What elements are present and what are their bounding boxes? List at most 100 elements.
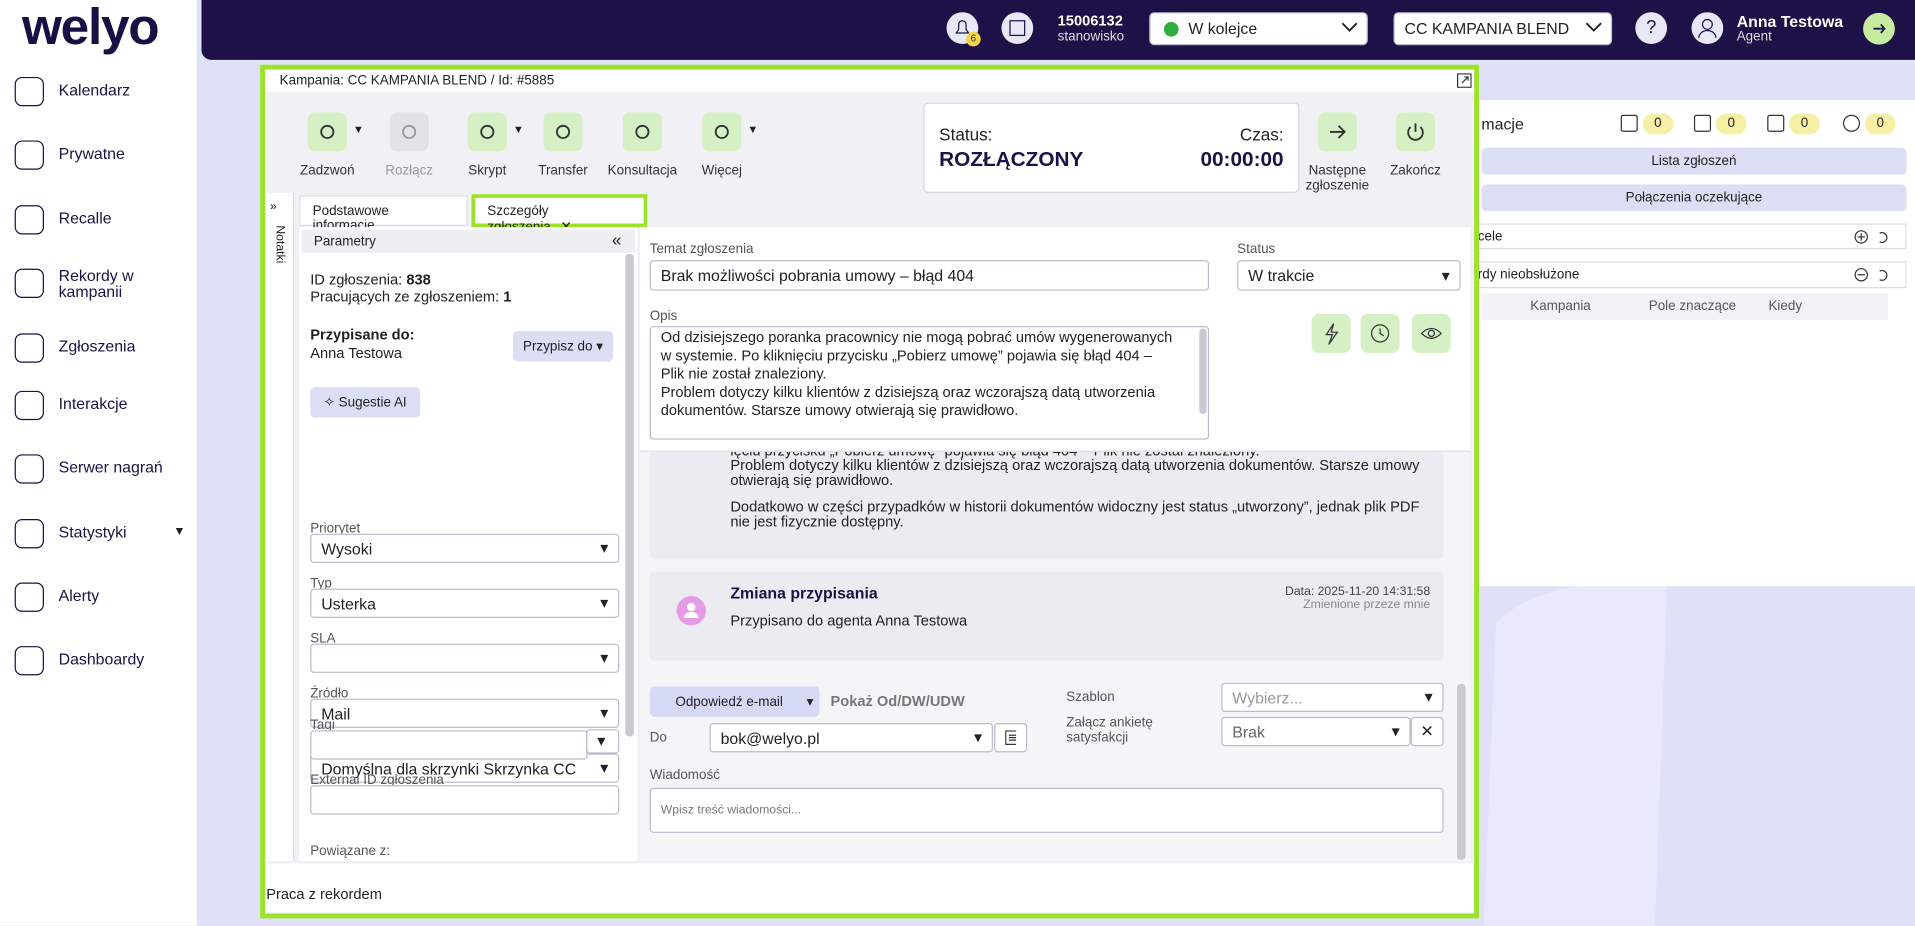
toolbar-caret[interactable]: ▼ xyxy=(512,123,524,136)
message-line: Problem dotyczy kilku klientów z dzisiej… xyxy=(730,456,1420,489)
finish-button[interactable] xyxy=(1395,112,1436,152)
toolbar-button[interactable] xyxy=(543,112,583,152)
ticket-actions[interactable] xyxy=(1310,313,1454,355)
nav-item[interactable]: Zgłoszenia xyxy=(58,337,136,356)
toolbar-button[interactable] xyxy=(467,112,507,152)
nav-item[interactable]: Dashboardy xyxy=(58,649,145,669)
right-panel-title: macje xyxy=(1481,114,1524,134)
event-text: Przypisano do agenta Anna Testowa xyxy=(730,611,968,629)
nav-item[interactable]: Prywatne xyxy=(58,144,125,163)
nav-item[interactable]: Interakcje xyxy=(58,394,128,413)
event-card: Zmiana przypisania Data: 2025-11-20 14:3… xyxy=(649,571,1444,661)
ticket-content: lęciu przycisku „Pobierz umowę” pojawia … xyxy=(639,227,1471,862)
reply-caret[interactable]: ▾ xyxy=(806,694,814,710)
to-select[interactable]: bok@welyo.pl ▾ xyxy=(709,723,993,753)
tab-active[interactable]: Szczegóły zgłoszenia✕ xyxy=(471,194,648,234)
description-input[interactable]: Od dzisiejszego poranka pracownicy nie m… xyxy=(649,326,1210,440)
select-caret: ▾ xyxy=(600,648,609,667)
field-select[interactable]: ▾ xyxy=(310,643,620,673)
nav-icon xyxy=(14,646,44,676)
subject: Brak możliwości pobrania umowy – błąd 40… xyxy=(660,266,975,285)
nav-item[interactable]: Serwer nagrań xyxy=(58,457,163,477)
list-button[interactable]: Lista zgłoszeń xyxy=(1481,147,1907,175)
nav-item[interactable]: Rekordy w kampanii xyxy=(58,266,134,301)
template-select[interactable]: Wybierz... ▾ xyxy=(1221,682,1444,713)
topbar-icons xyxy=(946,12,1034,44)
reply-button[interactable]: Odpowiedź e-mail ▾ xyxy=(649,686,820,717)
message-line: Dodatkowo w części przypadków w historii… xyxy=(730,498,1420,531)
logo: welyo xyxy=(21,0,160,55)
assigned-value: Anna Testowa xyxy=(310,344,403,362)
logout-button[interactable] xyxy=(1862,12,1895,45)
reply-label: Odpowiedź e-mail xyxy=(675,694,783,709)
counter: 0 xyxy=(1642,113,1674,135)
assign-button[interactable]: Przypisz do ▾ xyxy=(512,330,614,362)
table-header xyxy=(1481,293,1889,320)
show-cc[interactable]: Pokaż Od/DW/UDW xyxy=(830,692,965,710)
footer-label: Praca z rekordem xyxy=(266,885,382,903)
tab-close[interactable]: ✕ xyxy=(561,220,572,235)
collapse-params[interactable]: « xyxy=(611,229,622,250)
description: Od dzisiejszego poranka pracownicy nie m… xyxy=(660,328,1173,419)
toolbar-button[interactable] xyxy=(389,112,429,152)
toolbar-caret[interactable]: ▼ xyxy=(747,123,759,136)
counter: 0 xyxy=(1864,113,1896,135)
user-name: Anna Testowa xyxy=(1736,12,1844,31)
nav-item[interactable]: Recalle xyxy=(58,208,112,228)
survey-clear[interactable]: ✕ xyxy=(1410,716,1444,747)
field-select[interactable]: Usterka ▾ xyxy=(310,588,620,618)
notification-badge[interactable]: 6 xyxy=(966,31,981,47)
field-label: Typ xyxy=(310,576,332,592)
campaign-select[interactable]: CC KAMPANIA BLEND xyxy=(1393,12,1613,46)
next-button[interactable] xyxy=(1317,112,1357,152)
ai-label: Sugestie AI xyxy=(338,395,407,410)
help-button[interactable]: ? xyxy=(1635,12,1668,44)
toolbar-caret[interactable]: ▼ xyxy=(352,123,364,136)
select-caret: ▾ xyxy=(600,593,609,612)
queue-select[interactable]: W kolejce xyxy=(1149,12,1368,46)
external-id-input[interactable] xyxy=(310,785,620,815)
message-input[interactable]: Wpisz treść wiadomości... xyxy=(649,787,1444,833)
tags-input[interactable] xyxy=(310,730,588,760)
counter-icon xyxy=(1767,114,1785,132)
template-label: Szablon xyxy=(1066,690,1115,705)
nav-item[interactable]: Statystyki xyxy=(58,522,127,542)
select-carets xyxy=(1342,22,1602,32)
toolbar-button[interactable] xyxy=(702,112,742,152)
waiting-button[interactable]: Połączenia oczekujące xyxy=(1481,184,1907,212)
notes-strip[interactable]: » Notatki xyxy=(266,192,295,862)
contacts-button[interactable] xyxy=(994,723,1028,753)
toolbar-button[interactable] xyxy=(307,112,347,152)
nav-item[interactable]: Alerty xyxy=(58,586,100,605)
toolbar-label: Więcej xyxy=(701,163,742,179)
message-body: lęciu przycisku „Pobierz umowę” pojawia … xyxy=(730,443,1436,528)
status-select[interactable]: W trakcie ▾ xyxy=(1237,260,1461,291)
ai-button[interactable]: ✧ Sugestie AI xyxy=(310,387,421,418)
working-value: 1 xyxy=(503,288,512,306)
subject-input[interactable]: Brak możliwości pobrania umowy – błąd 40… xyxy=(649,260,1210,291)
section-header[interactable]: rdy nieobsłużone xyxy=(1471,261,1907,289)
tab[interactable]: Podstawowe informacje xyxy=(299,195,468,233)
select-caret: ▾ xyxy=(1424,687,1433,706)
field-select[interactable]: Mail ▾ xyxy=(310,698,620,728)
select-caret: ▾ xyxy=(1441,265,1450,284)
field-select[interactable]: Domyślna dla skrzynki Skrzynka CC ▾ xyxy=(310,753,620,783)
survey-select[interactable]: Brak ▾ xyxy=(1221,716,1411,747)
nav-item[interactable]: Kalendarz xyxy=(58,80,131,99)
nav-icon xyxy=(14,268,44,298)
related-label: Powiązane z: xyxy=(310,843,391,859)
counter: 0 xyxy=(1789,113,1820,135)
message-card xyxy=(649,451,1444,560)
survey-value: Brak xyxy=(1232,722,1265,741)
tags-dropdown[interactable]: ▾ xyxy=(586,729,620,754)
section-header[interactable]: cele xyxy=(1471,223,1907,250)
toolbar-label: Transfer xyxy=(538,163,588,179)
toolbar-button[interactable] xyxy=(622,112,662,152)
field-select[interactable]: Wysoki ▾ xyxy=(310,533,620,564)
status-label: Status: xyxy=(939,124,993,145)
select-caret: ▾ xyxy=(600,703,609,722)
toolbar-label: Skrypt xyxy=(468,163,507,179)
nav-caret[interactable]: ▼ xyxy=(173,525,186,539)
select-caret: ▾ xyxy=(600,538,609,557)
expand-button[interactable] xyxy=(1457,73,1472,88)
